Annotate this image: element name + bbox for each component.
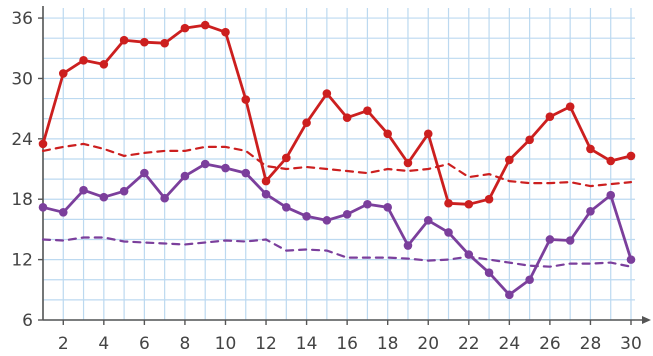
data-point [302, 118, 311, 128]
y-tick-label: 12 [11, 251, 33, 271]
data-point [99, 192, 109, 202]
data-point [180, 171, 190, 181]
x-tick-label: 8 [180, 334, 191, 354]
data-point [79, 185, 88, 195]
series-line-4 [41, 236, 633, 268]
data-point [505, 290, 514, 300]
data-point [464, 199, 474, 209]
x-tick-label: 6 [139, 334, 150, 354]
data-point [119, 35, 129, 45]
data-point [505, 155, 514, 165]
data-point [261, 189, 271, 199]
data-point [221, 163, 230, 173]
x-tick-label: 12 [255, 334, 277, 354]
x-tick-label: 14 [296, 334, 318, 354]
data-point [241, 95, 251, 104]
x-tick-label: 26 [539, 334, 561, 354]
series-layer [38, 20, 636, 300]
data-point [38, 202, 48, 212]
data-point [565, 102, 575, 111]
data-point [545, 112, 555, 121]
data-point [160, 193, 169, 203]
data-point [383, 202, 392, 212]
series-line-2 [41, 142, 633, 188]
data-point [484, 194, 494, 204]
y-tick-label: 24 [11, 130, 33, 150]
data-point [302, 212, 311, 221]
x-tick-label: 10 [215, 334, 237, 354]
data-point [626, 255, 636, 264]
x-tick-label: 2 [58, 334, 69, 354]
data-point [444, 228, 453, 237]
data-point [79, 56, 88, 65]
data-point [140, 37, 149, 47]
data-point [363, 199, 372, 209]
data-point [586, 144, 595, 154]
data-point [282, 153, 291, 163]
data-point [525, 275, 534, 285]
data-point [221, 27, 230, 37]
data-point [58, 208, 68, 217]
data-point [403, 241, 413, 250]
x-tick-label: 18 [377, 334, 399, 354]
x-tick-label: 28 [580, 334, 602, 354]
data-point [383, 129, 392, 139]
x-tick-label: 30 [620, 334, 642, 354]
data-point [363, 106, 372, 115]
data-point [444, 198, 453, 208]
series-line-3 [41, 162, 633, 297]
y-tick-label: 18 [11, 190, 33, 210]
data-point [119, 186, 129, 196]
data-point [342, 113, 352, 123]
data-point [322, 216, 332, 225]
x-tick-label: 22 [458, 334, 480, 354]
data-point [99, 60, 109, 69]
data-point [241, 168, 251, 178]
x-tick-label: 4 [98, 334, 109, 354]
data-point [423, 216, 433, 225]
data-point [261, 176, 271, 186]
data-point [140, 168, 149, 178]
data-point [586, 207, 595, 216]
data-point [58, 69, 68, 78]
data-point [423, 129, 433, 139]
series-line-1 [41, 23, 633, 206]
data-point [282, 202, 291, 212]
data-point [200, 159, 210, 169]
x-axis-arrow [642, 316, 651, 324]
data-point [403, 158, 413, 168]
data-point [484, 268, 494, 277]
grid [42, 8, 635, 321]
x-tick-label: 24 [499, 334, 521, 354]
x-tick-label: 20 [417, 334, 439, 354]
data-point [180, 23, 190, 33]
data-point [606, 190, 616, 200]
data-point [545, 235, 555, 244]
data-point [322, 89, 332, 98]
data-point [160, 38, 169, 48]
y-tick-label: 36 [11, 9, 33, 29]
x-tick-label: 16 [336, 334, 358, 354]
data-point [606, 156, 616, 166]
data-point [38, 139, 48, 149]
data-point [525, 135, 534, 145]
axes [38, 6, 651, 325]
data-point [200, 20, 210, 30]
data-point [565, 236, 575, 245]
y-tick-label: 6 [22, 311, 33, 331]
y-tick-label: 30 [11, 69, 33, 89]
data-point [342, 210, 352, 219]
data-point [626, 151, 636, 161]
